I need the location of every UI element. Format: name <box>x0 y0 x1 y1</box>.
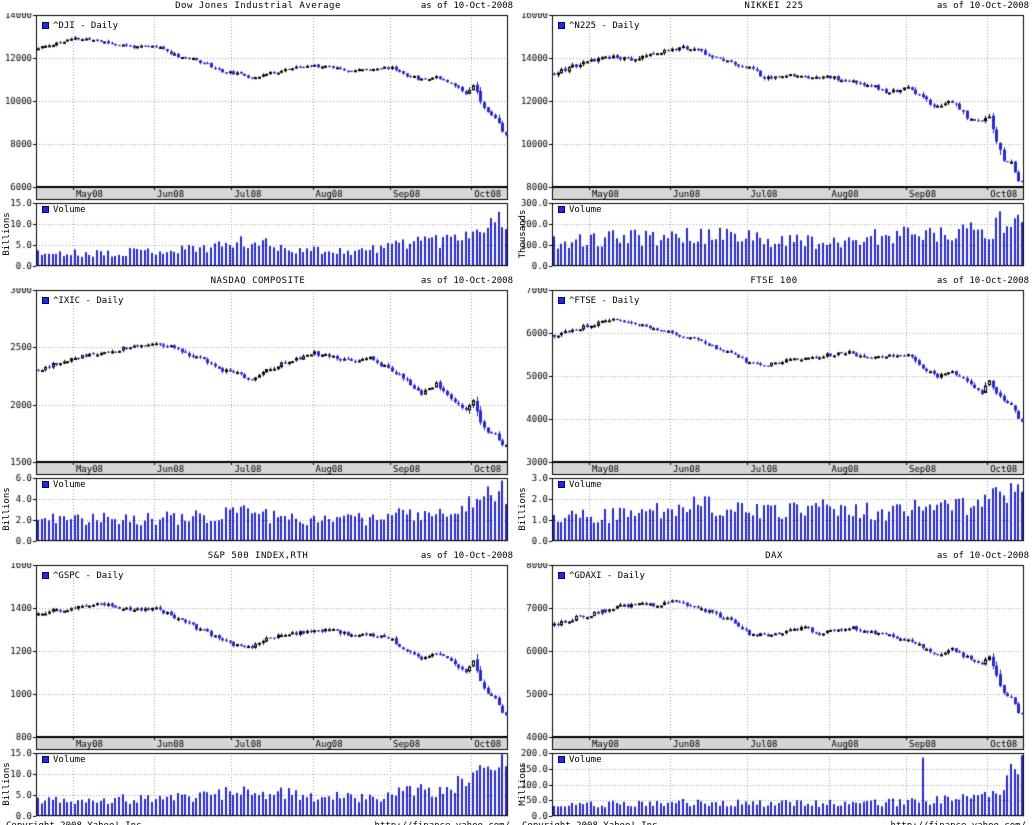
volume-label: Volume <box>569 755 602 765</box>
price-series-legend: ^GSPC - Daily <box>42 572 123 581</box>
candlestick-chart-canvas <box>0 563 516 825</box>
chart-titlebar: S&P 500 INDEX,RTH as of 10-Oct-2008 <box>0 551 516 563</box>
as-of-label: as of 10-Oct-2008 <box>936 276 1029 286</box>
clipped-copyright-line: Copyright 2008 Yahoo! Inc. http://financ… <box>516 821 1032 825</box>
chart-titlebar: NASDAQ COMPOSITE as of 10-Oct-2008 <box>0 276 516 288</box>
candlestick-chart-canvas <box>0 288 516 550</box>
series-label: ^GSPC - Daily <box>53 571 124 581</box>
source-url-text: http://finance.yahoo.com/ <box>891 821 1026 825</box>
volume-legend: Volume <box>42 756 86 765</box>
chart-titlebar: Dow Jones Industrial Average as of 10-Oc… <box>0 1 516 13</box>
volume-unit-label: Billions <box>2 212 12 256</box>
price-series-legend: ^IXIC - Daily <box>42 297 123 306</box>
series-color-swatch-icon <box>42 572 49 579</box>
volume-label: Volume <box>569 205 602 215</box>
candlestick-chart-canvas <box>0 13 516 275</box>
series-label: ^FTSE - Daily <box>569 296 640 306</box>
volume-color-swatch-icon <box>558 206 565 213</box>
volume-label: Volume <box>53 205 86 215</box>
volume-color-swatch-icon <box>558 756 565 763</box>
clipped-copyright-line: Copyright 2008 Yahoo! Inc. http://financ… <box>0 821 516 825</box>
series-label: ^DJI - Daily <box>53 21 119 31</box>
candlestick-chart-canvas <box>516 288 1032 550</box>
chart-titlebar: NIKKEI 225 as of 10-Oct-2008 <box>516 1 1032 13</box>
price-series-legend: ^DJI - Daily <box>42 22 118 31</box>
series-color-swatch-icon <box>42 297 49 304</box>
source-url-text: http://finance.yahoo.com/ <box>375 821 510 825</box>
volume-legend: Volume <box>558 206 602 215</box>
series-color-swatch-icon <box>558 22 565 29</box>
volume-color-swatch-icon <box>42 206 49 213</box>
volume-legend: Volume <box>42 481 86 490</box>
chart-panel-dji: Dow Jones Industrial Average as of 10-Oc… <box>0 0 516 275</box>
chart-panel-n225: NIKKEI 225 as of 10-Oct-2008 ^N225 - Dai… <box>516 0 1032 275</box>
series-label: ^N225 - Daily <box>569 21 640 31</box>
as-of-label: as of 10-Oct-2008 <box>420 551 513 561</box>
volume-color-swatch-icon <box>42 756 49 763</box>
chart-panel-gspc: S&P 500 INDEX,RTH as of 10-Oct-2008 ^GSP… <box>0 550 516 825</box>
series-color-swatch-icon <box>42 22 49 29</box>
chart-title: FTSE 100 <box>750 276 798 286</box>
chart-panel-gdaxi: DAX as of 10-Oct-2008 ^GDAXI - Daily Vol… <box>516 550 1032 825</box>
chart-titlebar: FTSE 100 as of 10-Oct-2008 <box>516 276 1032 288</box>
volume-unit-label: Billions <box>2 487 12 531</box>
copyright-text: Copyright 2008 Yahoo! Inc. <box>6 821 147 825</box>
price-series-legend: ^GDAXI - Daily <box>558 572 645 581</box>
volume-label: Volume <box>53 480 86 490</box>
chart-title: NASDAQ COMPOSITE <box>210 276 306 286</box>
chart-title: S&P 500 INDEX,RTH <box>207 551 309 561</box>
series-color-swatch-icon <box>558 572 565 579</box>
volume-legend: Volume <box>558 481 602 490</box>
as-of-label: as of 10-Oct-2008 <box>420 1 513 11</box>
volume-label: Volume <box>569 480 602 490</box>
series-color-swatch-icon <box>558 297 565 304</box>
volume-unit-label: Thousands <box>518 209 528 259</box>
volume-unit-label: Billions <box>2 762 12 806</box>
series-label: ^IXIC - Daily <box>53 296 124 306</box>
chart-panel-ftse: FTSE 100 as of 10-Oct-2008 ^FTSE - Daily… <box>516 275 1032 550</box>
price-series-legend: ^FTSE - Daily <box>558 297 639 306</box>
volume-legend: Volume <box>558 756 602 765</box>
volume-label: Volume <box>53 755 86 765</box>
candlestick-chart-canvas <box>516 563 1032 825</box>
chart-panel-ixic: NASDAQ COMPOSITE as of 10-Oct-2008 ^IXIC… <box>0 275 516 550</box>
volume-color-swatch-icon <box>558 481 565 488</box>
chart-title: Dow Jones Industrial Average <box>175 1 341 11</box>
as-of-label: as of 10-Oct-2008 <box>420 276 513 286</box>
chart-titlebar: DAX as of 10-Oct-2008 <box>516 551 1032 563</box>
volume-unit-label: Millions <box>518 762 528 806</box>
as-of-label: as of 10-Oct-2008 <box>936 1 1029 11</box>
chart-title: NIKKEI 225 <box>744 1 804 11</box>
series-label: ^GDAXI - Daily <box>569 571 645 581</box>
copyright-text: Copyright 2008 Yahoo! Inc. <box>522 821 663 825</box>
price-series-legend: ^N225 - Daily <box>558 22 639 31</box>
volume-unit-label: Billions <box>518 487 528 531</box>
as-of-label: as of 10-Oct-2008 <box>936 551 1029 561</box>
candlestick-chart-canvas <box>516 13 1032 275</box>
chart-title: DAX <box>765 551 783 561</box>
volume-color-swatch-icon <box>42 481 49 488</box>
volume-legend: Volume <box>42 206 86 215</box>
